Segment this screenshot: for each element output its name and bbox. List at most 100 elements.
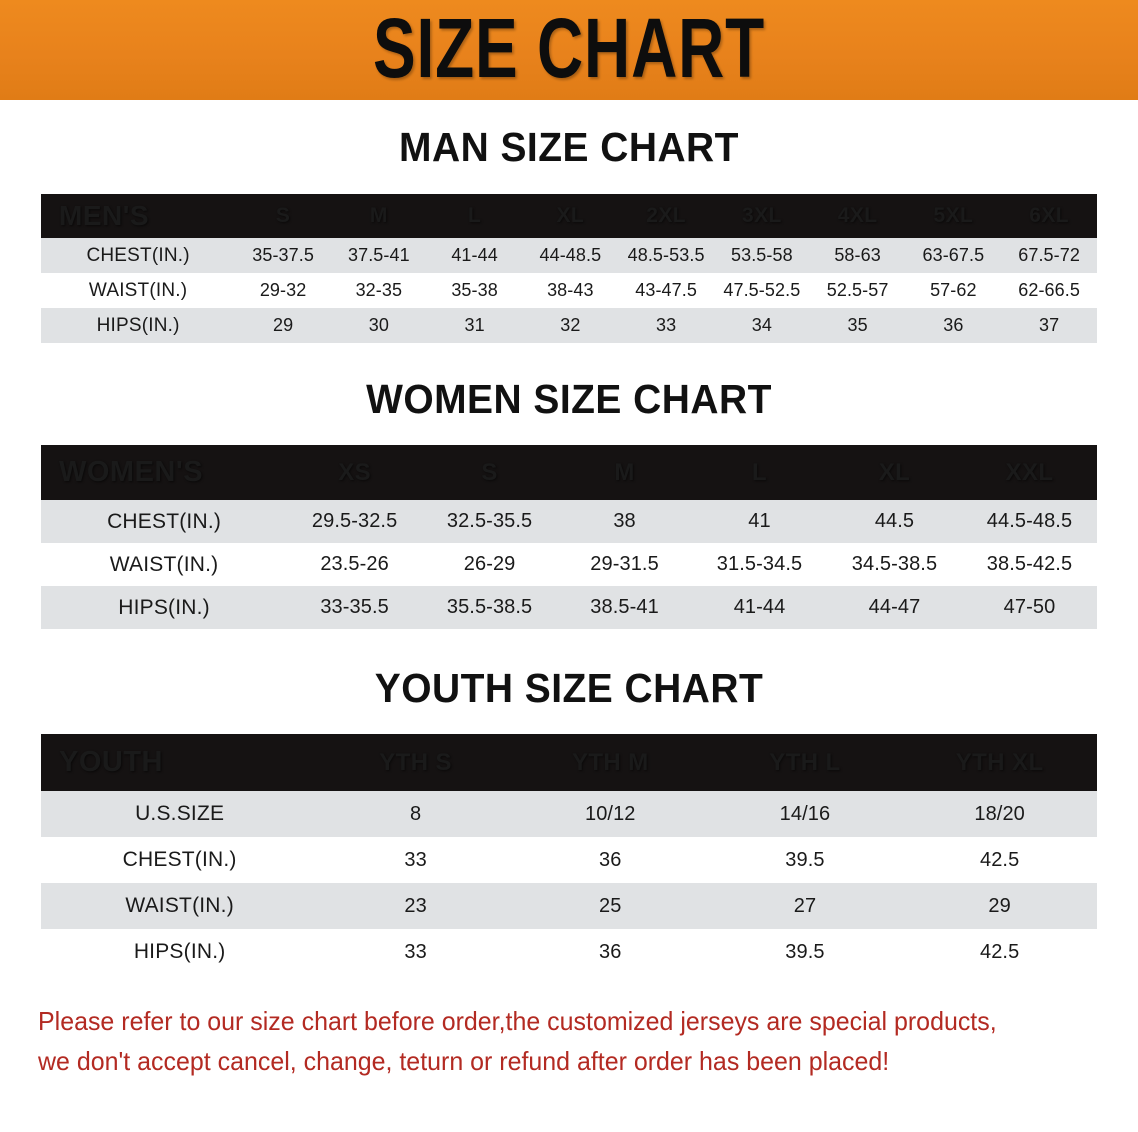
women-header-row: WOMEN'S XS S M L XL XXL [41,445,1097,500]
youth-row-label-0: U.S.SIZE [41,791,319,837]
women-cell-2-2: 38.5-41 [557,586,693,629]
men-cell-1-8: 62-66.5 [1001,273,1097,308]
youth-column-header-3: YTH XL [902,734,1097,791]
women-row-label-0: CHEST(IN.) [41,500,288,543]
men-section-title: MAN SIZE CHART [399,124,739,170]
men-cell-1-6: 52.5-57 [809,273,906,308]
women-column-header-4: XL [827,445,962,500]
men-column-header-0: S [235,194,331,238]
men-cell-0-6: 58-63 [809,238,906,273]
women-section-title: WOMEN SIZE CHART [366,376,772,422]
women-corner-label: WOMEN'S [41,445,288,500]
men-corner-label: MEN'S [41,194,236,238]
women-cell-1-5: 38.5-42.5 [961,543,1097,586]
table-row: CHEST(IN.) 33 36 39.5 42.5 [41,837,1097,883]
men-column-header-7: 5XL [905,194,1002,238]
men-cell-0-7: 63-67.5 [905,238,1002,273]
youth-row-label-3: HIPS(IN.) [41,929,319,975]
men-table-body: CHEST(IN.) 35-37.5 37.5-41 41-44 44-48.5 48.5… [41,238,1097,343]
youth-cell-1-0: 33 [318,837,513,883]
men-column-header-5: 3XL [713,194,810,238]
men-cell-2-7: 36 [905,308,1002,343]
women-cell-0-1: 32.5-35.5 [422,500,558,543]
men-cell-2-4: 33 [618,308,714,343]
women-cell-0-2: 38 [557,500,693,543]
men-cell-2-1: 30 [330,308,427,343]
men-column-header-8: 6XL [1001,194,1097,238]
youth-cell-1-1: 36 [512,837,708,883]
women-cell-0-4: 44.5 [827,500,962,543]
men-cell-0-8: 67.5-72 [1001,238,1097,273]
men-header-row: MEN'S S M L XL 2XL 3XL 4XL 5XL 6XL [41,194,1097,238]
table-row: CHEST(IN.) 29.5-32.5 32.5-35.5 38 41 44.5 44.5… [41,500,1097,543]
men-cell-0-0: 35-37.5 [235,238,331,273]
women-cell-2-3: 41-44 [692,586,827,629]
women-cell-1-3: 31.5-34.5 [692,543,827,586]
youth-cell-2-3: 29 [902,883,1097,929]
youth-column-header-0: YTH S [318,734,513,791]
men-cell-2-8: 37 [1001,308,1097,343]
youth-cell-0-1: 10/12 [512,791,708,837]
youth-corner-label: YOUTH [41,734,319,791]
youth-cell-1-2: 39.5 [707,837,903,883]
youth-cell-3-2: 39.5 [707,929,903,975]
men-cell-2-6: 35 [809,308,906,343]
return-policy-line-1: Please refer to our size chart before or… [38,1006,997,1036]
men-cell-1-4: 43-47.5 [618,273,714,308]
table-row: WAIST(IN.) 23.5-26 26-29 29-31.5 31.5-34.5 34… [41,543,1097,586]
youth-size-table: YOUTH YTH S YTH M YTH L YTH XL U.S.SIZE 8 10/1… [41,734,1097,975]
women-cell-1-0: 23.5-26 [287,543,423,586]
women-row-label-1: WAIST(IN.) [41,543,288,586]
women-column-header-0: XS [287,445,423,500]
youth-table-head: YOUTH YTH S YTH M YTH L YTH XL [41,734,1097,791]
men-cell-0-1: 37.5-41 [330,238,427,273]
men-cell-0-2: 41-44 [426,238,523,273]
women-table-container: WOMEN'S XS S M L XL XXL CHEST(IN.) 29.5-32.5 32.… [41,445,1097,629]
women-cell-2-5: 47-50 [961,586,1097,629]
youth-cell-3-0: 33 [318,929,513,975]
men-cell-1-5: 47.5-52.5 [713,273,810,308]
men-cell-1-7: 57-62 [905,273,1002,308]
men-cell-2-0: 29 [235,308,331,343]
women-column-header-2: M [557,445,693,500]
women-cell-2-4: 44-47 [827,586,962,629]
table-row: HIPS(IN.) 33 36 39.5 42.5 [41,929,1097,975]
men-cell-0-3: 44-48.5 [522,238,619,273]
table-row: U.S.SIZE 8 10/12 14/16 18/20 [41,791,1097,837]
women-size-table: WOMEN'S XS S M L XL XXL CHEST(IN.) 29.5-32.5 32.… [41,445,1097,629]
men-column-header-6: 4XL [809,194,906,238]
men-column-header-4: 2XL [618,194,714,238]
youth-cell-0-3: 18/20 [902,791,1097,837]
women-table-head: WOMEN'S XS S M L XL XXL [41,445,1097,500]
women-cell-0-0: 29.5-32.5 [287,500,423,543]
women-cell-2-1: 35.5-38.5 [422,586,558,629]
women-column-header-3: L [692,445,827,500]
women-column-header-5: XXL [961,445,1097,500]
men-row-label-0: CHEST(IN.) [41,238,236,273]
table-row: CHEST(IN.) 35-37.5 37.5-41 41-44 44-48.5 48.5… [41,238,1097,273]
women-cell-1-4: 34.5-38.5 [827,543,962,586]
women-table-body: CHEST(IN.) 29.5-32.5 32.5-35.5 38 41 44.5 44.5… [41,500,1097,629]
youth-row-label-1: CHEST(IN.) [41,837,319,883]
men-row-label-2: HIPS(IN.) [41,308,236,343]
women-cell-0-5: 44.5-48.5 [961,500,1097,543]
youth-cell-2-2: 27 [707,883,903,929]
youth-table-body: U.S.SIZE 8 10/12 14/16 18/20 CHEST(IN.) 33 36 39… [41,791,1097,975]
men-cell-1-0: 29-32 [235,273,331,308]
youth-section-title: YOUTH SIZE CHART [374,665,764,711]
youth-table-container: YOUTH YTH S YTH M YTH L YTH XL U.S.SIZE 8 10/1… [41,734,1097,975]
men-column-header-3: XL [522,194,619,238]
men-column-header-2: L [426,194,523,238]
men-cell-1-3: 38-43 [522,273,619,308]
table-row: WAIST(IN.) 29-32 32-35 35-38 38-43 43-47.5 47.… [41,273,1097,308]
men-table-container: MEN'S S M L XL 2XL 3XL 4XL 5XL 6XL CHEST(IN.) 35-3… [41,194,1097,343]
women-column-header-1: S [422,445,558,500]
youth-cell-1-3: 42.5 [902,837,1097,883]
youth-cell-0-2: 14/16 [707,791,903,837]
women-cell-0-3: 41 [692,500,827,543]
youth-column-header-2: YTH L [707,734,903,791]
women-cell-1-1: 26-29 [422,543,558,586]
youth-cell-2-0: 23 [318,883,513,929]
men-row-label-1: WAIST(IN.) [41,273,236,308]
men-table-head: MEN'S S M L XL 2XL 3XL 4XL 5XL 6XL [41,194,1097,238]
